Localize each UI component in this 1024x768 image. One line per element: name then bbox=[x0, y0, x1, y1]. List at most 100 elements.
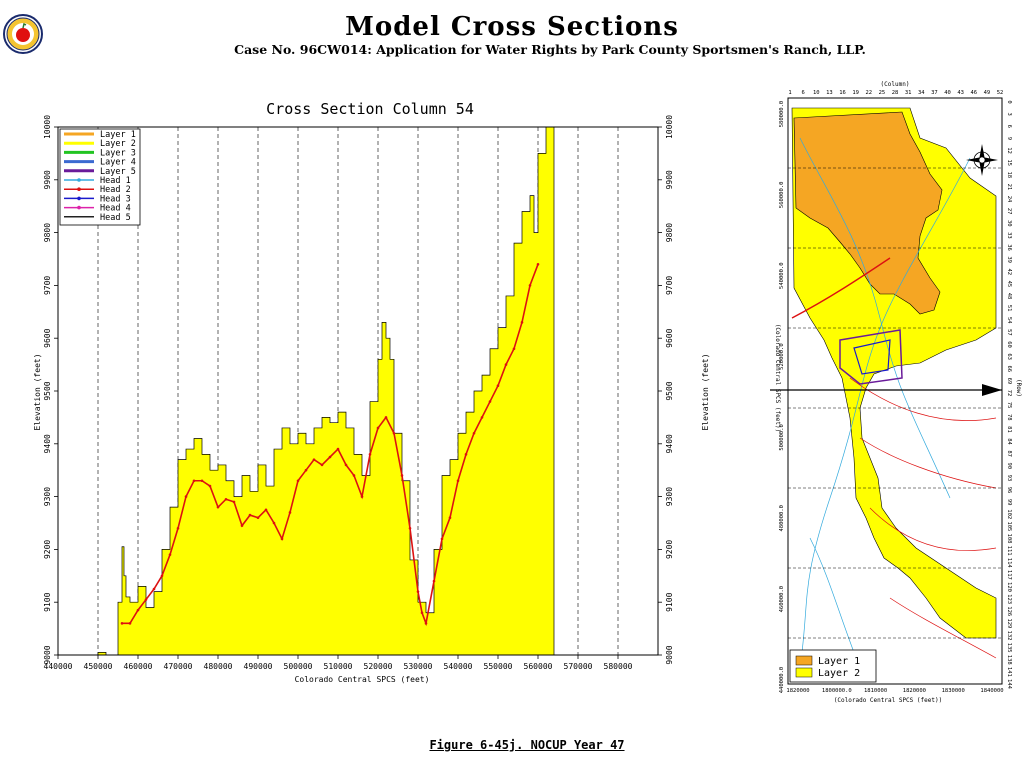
map-streams bbox=[791, 137, 997, 669]
y-tick-label-left: 9600 bbox=[43, 328, 52, 347]
map-x-tick-label: 1820000 bbox=[786, 688, 809, 694]
head2-point bbox=[504, 363, 508, 366]
x-tick-label: 540000 bbox=[444, 662, 473, 671]
y-axis-label-right: Elevation (feet) bbox=[701, 353, 710, 430]
x-tick-label: 520000 bbox=[364, 662, 393, 671]
head2-point bbox=[160, 574, 164, 578]
head2-point bbox=[456, 479, 460, 483]
map-row-number: 117 bbox=[1006, 570, 1012, 580]
map-row-number: 15 bbox=[1006, 159, 1012, 166]
map-y-tick-label: 480000.0 bbox=[779, 505, 785, 532]
map-legend-layer1: Layer 1 bbox=[818, 656, 860, 667]
y-tick-label-right: 9200 bbox=[665, 540, 674, 559]
legend-label: Layer 3 bbox=[100, 148, 136, 158]
legend-label: Head 2 bbox=[100, 185, 131, 195]
map-x-tick-label: 1800000.0 bbox=[822, 688, 852, 694]
map-row-number: 60 bbox=[1006, 341, 1012, 348]
legend-label: Head 4 bbox=[100, 204, 131, 214]
legend-label: Layer 4 bbox=[100, 158, 136, 168]
map-row-number: 96 bbox=[1006, 487, 1012, 494]
head2-point bbox=[288, 511, 292, 514]
chart-title: Cross Section Column 54 bbox=[266, 100, 474, 118]
map-x-tick-label: 1810000 bbox=[864, 688, 887, 694]
map-row-number: 78 bbox=[1006, 414, 1012, 421]
map-column-number: 31 bbox=[905, 90, 912, 96]
x-tick-label: 490000 bbox=[244, 662, 273, 671]
map-row-number: 48 bbox=[1006, 293, 1012, 300]
y-tick-label-right: 10000 bbox=[665, 115, 674, 139]
head2-point bbox=[392, 431, 396, 435]
map-row-number: 90 bbox=[1006, 462, 1012, 469]
y-tick-label-left: 9900 bbox=[43, 170, 52, 189]
map-row-number: 114 bbox=[1006, 558, 1012, 569]
x-tick-label: 530000 bbox=[404, 662, 433, 671]
legend-label: Layer 5 bbox=[100, 167, 136, 177]
head2-point bbox=[264, 508, 268, 512]
map-row-number: 9 bbox=[1006, 137, 1012, 140]
legend-label: Head 3 bbox=[100, 194, 131, 204]
map-column-number: 34 bbox=[918, 90, 925, 96]
map-row-number: 102 bbox=[1006, 509, 1012, 519]
map-column-number: 25 bbox=[879, 90, 886, 96]
head2-point bbox=[376, 426, 380, 430]
y-tick-label-left: 10000 bbox=[43, 115, 52, 139]
map-row-number: 69 bbox=[1006, 378, 1012, 385]
x-tick-label: 570000 bbox=[564, 662, 593, 671]
x-tick-label: 580000 bbox=[604, 662, 633, 671]
land-surface-area bbox=[97, 126, 555, 656]
x-tick-label: 460000 bbox=[124, 662, 153, 671]
head2-line bbox=[122, 263, 539, 627]
map-column-label: (Column) bbox=[881, 81, 910, 88]
y-tick-label-right: 9800 bbox=[665, 223, 674, 242]
map-y-tick-label: 560000.0 bbox=[779, 182, 785, 209]
map-row-number: 84 bbox=[1006, 438, 1012, 445]
legend-box bbox=[59, 128, 141, 226]
agency-logo bbox=[3, 14, 43, 54]
map-row-number: 0 bbox=[1006, 100, 1012, 103]
map-row-number: 132 bbox=[1006, 631, 1012, 641]
page-subtitle: Case No. 96CW014: Application for Water … bbox=[234, 42, 866, 57]
map-row-number: 42 bbox=[1006, 268, 1012, 275]
head2-point bbox=[192, 479, 196, 483]
map-column-number: 28 bbox=[892, 90, 899, 96]
map-row-number: 45 bbox=[1006, 281, 1012, 288]
head2-point bbox=[440, 537, 444, 541]
head2-point bbox=[216, 505, 220, 509]
head2-point bbox=[248, 513, 252, 517]
map-row-number: 6 bbox=[1006, 125, 1012, 128]
x-tick-label: 560000 bbox=[524, 662, 553, 671]
head2-point bbox=[272, 521, 276, 525]
legend-label: Layer 1 bbox=[100, 130, 136, 140]
head2-point bbox=[304, 468, 308, 472]
cross-section-chart: Cross Section Column 54 440000 450000 4600… bbox=[33, 100, 710, 684]
head2-point bbox=[472, 431, 476, 435]
head2-point bbox=[420, 611, 424, 615]
head2-point bbox=[360, 495, 364, 498]
map-row-number: 129 bbox=[1006, 618, 1012, 628]
y-tick-label-left: 9700 bbox=[43, 276, 52, 295]
map-x-tick-label: 1830000 bbox=[942, 688, 965, 694]
map-reservoir-outline bbox=[839, 329, 903, 385]
head2-point bbox=[120, 622, 124, 625]
map-row-number: 108 bbox=[1006, 534, 1012, 544]
map-section-arrow bbox=[770, 384, 1002, 396]
map-y-label: (Colorado Central SPCS (feet)) bbox=[774, 324, 781, 432]
y-tick-label-right: 9900 bbox=[665, 170, 674, 189]
x-tick-label: 510000 bbox=[324, 662, 353, 671]
map-row-numbers: 0369121518212427303336394245485154576063… bbox=[1006, 100, 1012, 689]
head2-point bbox=[320, 463, 324, 467]
map-row-number: 66 bbox=[1006, 365, 1012, 372]
map-row-number: 39 bbox=[1006, 256, 1012, 263]
map-column-number: 52 bbox=[997, 90, 1004, 96]
map-reservoir-inner bbox=[853, 339, 891, 375]
head2-point bbox=[256, 516, 260, 520]
x-tick-label: 500000 bbox=[284, 662, 313, 671]
map-y-tick-label: 520000.0 bbox=[779, 343, 785, 370]
y-tick-label-right: 9400 bbox=[665, 434, 674, 453]
head2-point bbox=[448, 516, 452, 520]
map-compass-icon bbox=[966, 144, 998, 176]
map-row-number: 3 bbox=[1006, 112, 1012, 115]
y-tick-label-left: 9100 bbox=[43, 592, 52, 611]
y-tick-label-left: 9300 bbox=[43, 487, 52, 506]
